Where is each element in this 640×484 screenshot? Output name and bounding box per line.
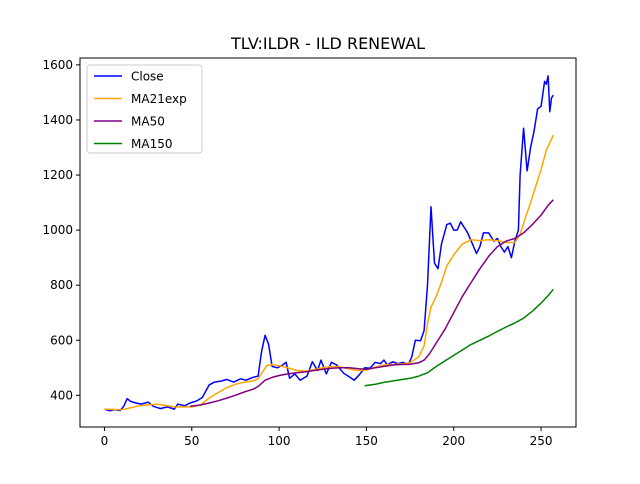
axes-frame [79, 57, 577, 428]
legend-label: MA50 [131, 115, 165, 129]
y-tick-label: 400 [50, 388, 73, 402]
x-tick-label: 150 [355, 434, 378, 448]
legend-label: MA150 [131, 137, 172, 151]
y-tick-label: 600 [50, 333, 73, 347]
legend-label: MA21exp [131, 92, 187, 106]
x-tick-label: 200 [442, 434, 465, 448]
x-tick-label: 100 [268, 434, 291, 448]
y-tick-label: 1000 [42, 223, 73, 237]
y-tick-label: 1400 [42, 113, 73, 127]
x-tick-label: 50 [184, 434, 199, 448]
series-line-ma150 [364, 288, 554, 387]
series-line-ma50 [189, 199, 554, 408]
chart-title: TLV:ILDR - ILD RENEWAL [230, 34, 425, 53]
axis-ticks: 0 50 100 150 200 250 400 600 800 1000 1200 1400 1600 [42, 58, 552, 448]
x-tick-label: 250 [530, 434, 553, 448]
x-tick-label: 0 [101, 434, 109, 448]
y-tick-label: 1600 [42, 58, 73, 72]
y-tick-label: 1200 [42, 168, 73, 182]
legend-box [86, 64, 203, 154]
legend: Close MA21exp MA50 MA150 [86, 64, 203, 154]
legend-label: Close [131, 70, 164, 84]
series-lines [104, 75, 554, 412]
y-tick-label: 800 [50, 278, 73, 292]
